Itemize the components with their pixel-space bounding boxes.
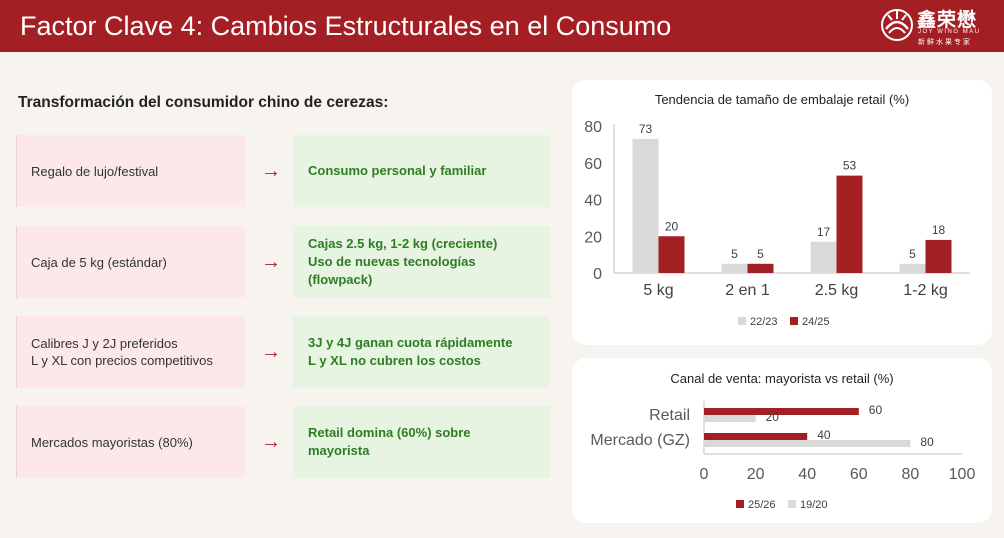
- after-box: Cajas 2.5 kg, 1-2 kg (creciente) Uso de …: [293, 226, 550, 298]
- x-tick-label: 20: [747, 466, 765, 483]
- arrow-right-icon: →: [261, 159, 281, 182]
- after-text: Consumo personal y familiar: [308, 163, 487, 178]
- company-logo: 鑫荣懋 JOY WING MAU 新鲜水果专家: [877, 3, 997, 49]
- legend-swatch: [738, 317, 746, 325]
- before-text: Regalo de lujo/festival: [31, 163, 159, 179]
- channel-bar-chart: 0 20 40 60 80 100 60 20 Retail 40 80 Mercado (GZ) 25…: [590, 401, 976, 511]
- packaging-chart-panel: Tendencia de tamaño de embalaje retail (…: [572, 80, 992, 345]
- arrow-right-icon: →: [261, 430, 281, 453]
- bar: [747, 263, 774, 273]
- y-tick-label: 60: [584, 156, 602, 173]
- before-box: Calibres J y 2J preferidos L y XL con pr…: [16, 316, 245, 388]
- logo-emblem-icon: [881, 9, 913, 41]
- x-tick-label: 5 kg: [643, 282, 673, 299]
- after-box: Consumo personal y familiar: [293, 135, 550, 207]
- page-title: Factor Clave 4: Cambios Estructurales en…: [20, 11, 672, 41]
- before-box: Caja de 5 kg (estándar): [16, 226, 245, 298]
- x-tick-label: 40: [798, 466, 816, 483]
- bar: [658, 236, 685, 273]
- after-box: 3J y 4J ganan cuota rápidamente L y XL n…: [293, 316, 550, 388]
- transformation-row: Caja de 5 kg (estándar) → Cajas 2.5 kg, …: [16, 226, 550, 298]
- data-label: 73: [639, 122, 653, 136]
- after-text: Retail domina (60%) sobre mayorista: [308, 425, 471, 458]
- transformation-row: Regalo de lujo/festival → Consumo person…: [16, 135, 550, 207]
- legend-label: 22/23: [750, 316, 778, 328]
- data-label: 80: [920, 435, 934, 449]
- logo-name: 鑫荣懋: [917, 9, 978, 31]
- data-label: 17: [817, 225, 831, 239]
- data-label: 53: [843, 159, 857, 173]
- data-label: 60: [869, 403, 883, 417]
- legend-label: 19/20: [800, 499, 828, 511]
- bar: [899, 263, 926, 273]
- bar: [704, 440, 911, 447]
- logo-name-en: JOY WING MAU: [918, 29, 981, 35]
- y-tick-label: 40: [584, 193, 602, 210]
- legend-swatch: [790, 317, 798, 325]
- chart-title: Canal de venta: mayorista vs retail (%): [670, 371, 894, 386]
- y-tick-label: 0: [593, 266, 602, 283]
- legend-swatch: [736, 500, 744, 508]
- data-label: 5: [909, 247, 916, 261]
- packaging-bar-chart: 0 20 40 60 80 73 20 5 kg 5 5 2 en 1 17 53 2.5 kg 5 18 1-…: [584, 119, 970, 328]
- legend-label: 25/26: [748, 499, 776, 511]
- after-text: Cajas 2.5 kg, 1-2 kg (creciente) Uso de …: [308, 236, 498, 287]
- y-tick-label: Retail: [649, 407, 690, 424]
- transformation-row: Calibres J y 2J preferidos L y XL con pr…: [16, 316, 550, 388]
- data-label: 20: [766, 410, 780, 424]
- arrow-right-icon: →: [261, 250, 281, 273]
- y-tick-label: 20: [584, 229, 602, 246]
- x-tick-label: 100: [949, 466, 976, 483]
- bar: [721, 263, 748, 273]
- bar: [836, 175, 863, 273]
- header-bar: Factor Clave 4: Cambios Estructurales en…: [0, 0, 1004, 52]
- x-tick-label: 2.5 kg: [815, 282, 859, 299]
- x-tick-label: 60: [850, 466, 868, 483]
- before-text: Caja de 5 kg (estándar): [31, 254, 167, 270]
- y-tick-label: 80: [584, 119, 602, 136]
- data-label: 20: [665, 219, 679, 233]
- data-label: 40: [817, 428, 831, 442]
- x-tick-label: 0: [700, 466, 709, 483]
- bar: [632, 138, 659, 273]
- bar: [704, 408, 859, 415]
- arrow-right-icon: →: [261, 340, 281, 363]
- data-label: 5: [757, 247, 764, 261]
- after-text: 3J y 4J ganan cuota rápidamente L y XL n…: [308, 335, 513, 368]
- data-label: 5: [731, 247, 738, 261]
- before-box: Regalo de lujo/festival: [16, 135, 245, 207]
- bar: [704, 433, 808, 440]
- before-text: Mercados mayoristas (80%): [31, 434, 193, 450]
- bar: [810, 241, 837, 273]
- bar: [704, 415, 756, 422]
- legend-swatch: [788, 500, 796, 508]
- before-text: Calibres J y 2J preferidos L y XL con pr…: [31, 336, 213, 368]
- chart-title: Tendencia de tamaño de embalaje retail (…: [654, 92, 910, 107]
- channel-chart-panel: Canal de venta: mayorista vs retail (%) …: [572, 358, 992, 523]
- after-box: Retail domina (60%) sobre mayorista: [293, 406, 550, 478]
- section-title: Transformación del consumidor chino de c…: [18, 94, 389, 111]
- logo-subtitle: 新鲜水果专家: [918, 38, 972, 46]
- transformation-row: Mercados mayoristas (80%) → Retail domin…: [16, 406, 550, 478]
- x-tick-label: 2 en 1: [725, 282, 770, 299]
- x-tick-label: 1-2 kg: [903, 282, 947, 299]
- y-tick-label: Mercado (GZ): [590, 432, 690, 449]
- x-tick-label: 80: [902, 466, 920, 483]
- data-label: 18: [932, 223, 946, 237]
- legend-label: 24/25: [802, 316, 830, 328]
- bar: [925, 239, 952, 273]
- before-box: Mercados mayoristas (80%): [16, 406, 245, 478]
